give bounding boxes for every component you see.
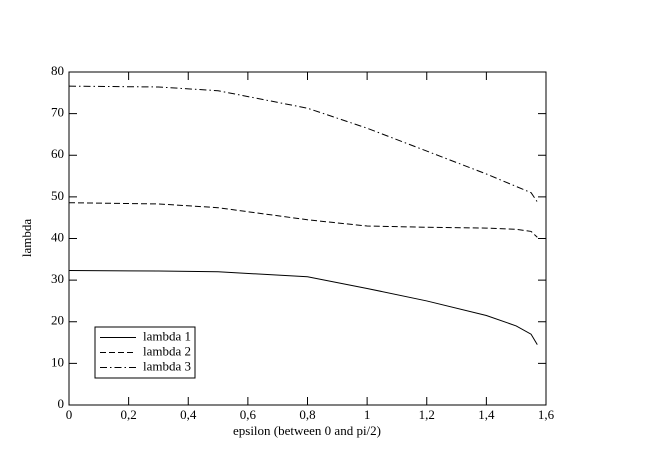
x-axis-label: epsilon (between 0 and pi/2)	[233, 423, 381, 438]
x-tick-label: 1	[364, 407, 371, 422]
x-tick-label: 1,2	[419, 407, 435, 422]
x-tick-label: 1,6	[538, 407, 555, 422]
x-tick-label: 1,4	[478, 407, 495, 422]
x-tick-label: 0	[66, 407, 73, 422]
series-line	[68, 270, 538, 345]
x-tick-label: 0,8	[299, 407, 315, 422]
x-tick-label: 0,6	[240, 407, 257, 422]
y-tick-label: 50	[51, 188, 64, 203]
y-tick-label: 80	[51, 63, 64, 78]
y-tick-label: 60	[51, 146, 64, 161]
y-tick-label: 70	[51, 105, 64, 120]
y-tick-label: 20	[51, 313, 64, 328]
series-line	[68, 202, 538, 238]
legend-label: lambda 1	[143, 328, 191, 343]
y-tick-label: 10	[51, 354, 64, 369]
y-tick-label: 40	[51, 229, 64, 244]
series-line	[68, 85, 538, 203]
x-tick-label: 0,4	[180, 407, 197, 422]
legend-label: lambda 2	[143, 343, 191, 358]
x-tick-label: 0,2	[121, 407, 137, 422]
legend-label: lambda 3	[143, 358, 191, 373]
y-tick-label: 30	[51, 271, 64, 286]
y-axis-label: lambda	[19, 219, 34, 257]
y-tick-label: 0	[58, 396, 65, 411]
